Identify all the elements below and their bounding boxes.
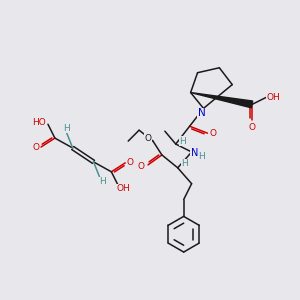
Text: O: O [248, 123, 256, 132]
Text: H: H [198, 152, 205, 161]
Text: OH: OH [116, 184, 130, 193]
Text: H: H [181, 159, 188, 168]
Text: OH: OH [267, 93, 281, 102]
Text: H: H [63, 124, 70, 133]
Text: N: N [191, 148, 198, 158]
Text: O: O [210, 129, 217, 138]
Text: H: H [179, 136, 186, 146]
Text: H: H [99, 177, 106, 186]
Text: O: O [127, 158, 134, 167]
Text: O: O [138, 162, 145, 171]
Polygon shape [190, 92, 253, 108]
Text: O: O [33, 142, 40, 152]
Text: O: O [145, 134, 152, 142]
Text: HO: HO [32, 118, 46, 127]
Text: N: N [198, 108, 206, 118]
